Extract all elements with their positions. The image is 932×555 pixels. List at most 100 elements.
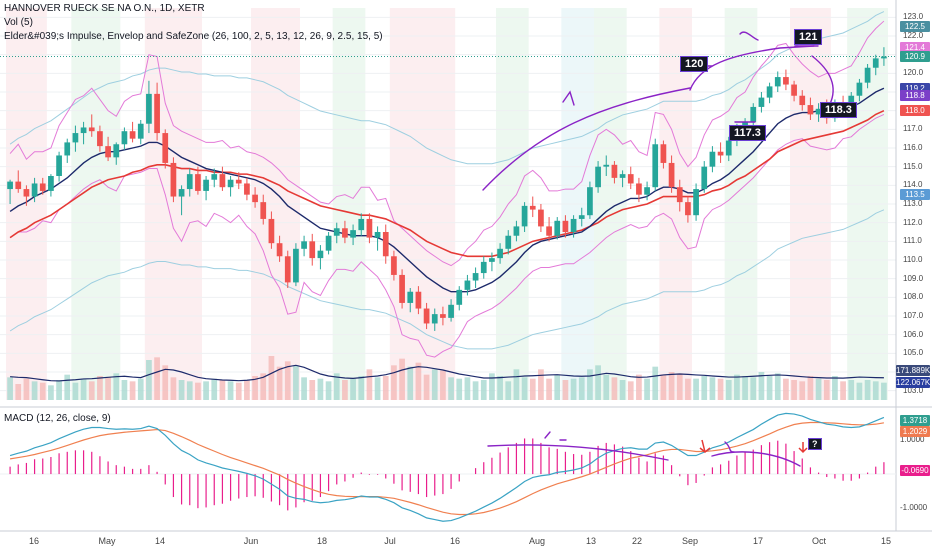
candle-body	[807, 105, 814, 115]
candle-body	[268, 218, 275, 244]
curve-to-121	[689, 45, 815, 91]
volume-bar	[823, 380, 830, 400]
macd-tick-label: -1.0000	[900, 502, 928, 512]
volume-bar	[333, 373, 340, 400]
candle-body	[709, 151, 716, 167]
macd-red-arrow	[699, 439, 711, 453]
annotation-121[interactable]: 121	[794, 29, 823, 45]
volume-bar	[31, 381, 38, 400]
volume-bar	[538, 369, 544, 400]
volume-bar	[284, 361, 291, 400]
trend-arrow-curve	[482, 87, 691, 191]
volume-bar	[64, 374, 71, 400]
candle-body	[203, 179, 209, 191]
price-tick-label: 114.0	[903, 180, 923, 190]
candle-body	[587, 187, 593, 216]
candle-body	[676, 187, 683, 203]
macd-tick	[724, 441, 735, 453]
price-tag: 120.9	[900, 51, 930, 63]
volume-bar	[668, 372, 675, 400]
envelope-upper	[9, 11, 885, 165]
candle-body	[129, 131, 136, 139]
volume-bar	[693, 378, 699, 400]
candle-body	[391, 256, 397, 275]
candle-body	[693, 189, 699, 216]
volume-bar	[456, 378, 463, 400]
volume-bar	[644, 378, 650, 400]
annotation-118-3[interactable]: 118.3	[820, 102, 857, 118]
price-tick-label: 117.0	[903, 124, 923, 134]
volume-bar	[783, 378, 789, 400]
volume-bar	[195, 382, 201, 400]
candle-body	[627, 174, 634, 184]
candle-body	[407, 291, 414, 303]
candle-body	[105, 146, 111, 158]
candle-body	[293, 248, 299, 283]
candle-body	[366, 218, 373, 238]
candle-body	[456, 289, 463, 305]
candle-body	[97, 131, 103, 147]
volume-bar	[162, 365, 169, 400]
volume-bar	[415, 362, 422, 400]
volume-bar	[137, 378, 144, 400]
volume-bar	[423, 374, 430, 400]
time-tick-label: 16	[28, 536, 40, 546]
volume-bar	[840, 381, 846, 400]
price-tick-label: 103.0	[903, 385, 924, 395]
volume-bar	[636, 374, 642, 400]
annotation-117-3[interactable]: 117.3	[729, 125, 766, 141]
candle-body	[350, 230, 356, 238]
volume-bar	[570, 378, 577, 400]
safezone-upper	[9, 20, 885, 267]
volume-bar	[7, 377, 13, 400]
volume-bar	[489, 373, 495, 400]
time-tick-label: 15	[880, 536, 892, 546]
volume-bar	[799, 381, 806, 400]
candle-body	[31, 183, 38, 197]
candle-body	[219, 174, 226, 188]
price-tick-label: 112.0	[903, 217, 923, 227]
volume-bar	[676, 373, 683, 400]
candle-body	[570, 218, 577, 232]
price-tick-label: 116.0	[903, 143, 923, 152]
candle-body	[864, 67, 871, 83]
annotation-question[interactable]: ?	[808, 438, 822, 450]
volume-bar	[546, 378, 552, 400]
volume-bar	[709, 377, 716, 400]
macd-value-tag: 1.2029	[900, 426, 930, 437]
candle-body	[235, 179, 242, 184]
squiggle-121	[739, 31, 759, 41]
volume-bar	[203, 381, 209, 400]
volume-bar	[595, 365, 601, 400]
candle-body	[88, 127, 95, 132]
candle-body	[783, 77, 789, 85]
candle-body	[178, 189, 185, 197]
candle-body	[750, 106, 757, 122]
candle-body	[578, 215, 585, 219]
time-tick-label: Aug	[528, 536, 546, 546]
candle-body	[668, 162, 675, 188]
candle-body	[244, 183, 250, 195]
volume-bar	[309, 380, 316, 400]
candle-body	[758, 97, 765, 107]
time-tick-label: 17	[752, 536, 764, 546]
candle-body	[546, 226, 552, 236]
candle-body	[7, 181, 13, 190]
candle-body	[56, 155, 62, 176]
volume-bar	[856, 382, 863, 400]
candle-body	[480, 261, 487, 274]
annotation-120[interactable]: 120	[680, 56, 709, 72]
price-tag: 113.5	[900, 189, 930, 201]
candle-body	[186, 174, 193, 190]
macd-red-arrow	[798, 442, 808, 454]
volume-bar	[832, 376, 838, 400]
macd-value-tag: 1.3718	[900, 415, 930, 426]
volume-bar	[382, 376, 389, 400]
time-tick-label: Jul	[384, 536, 396, 546]
volume-bar	[129, 381, 136, 400]
candle-body	[497, 248, 503, 259]
macd-curve-right	[711, 451, 801, 467]
ema-slow-line	[9, 109, 885, 258]
